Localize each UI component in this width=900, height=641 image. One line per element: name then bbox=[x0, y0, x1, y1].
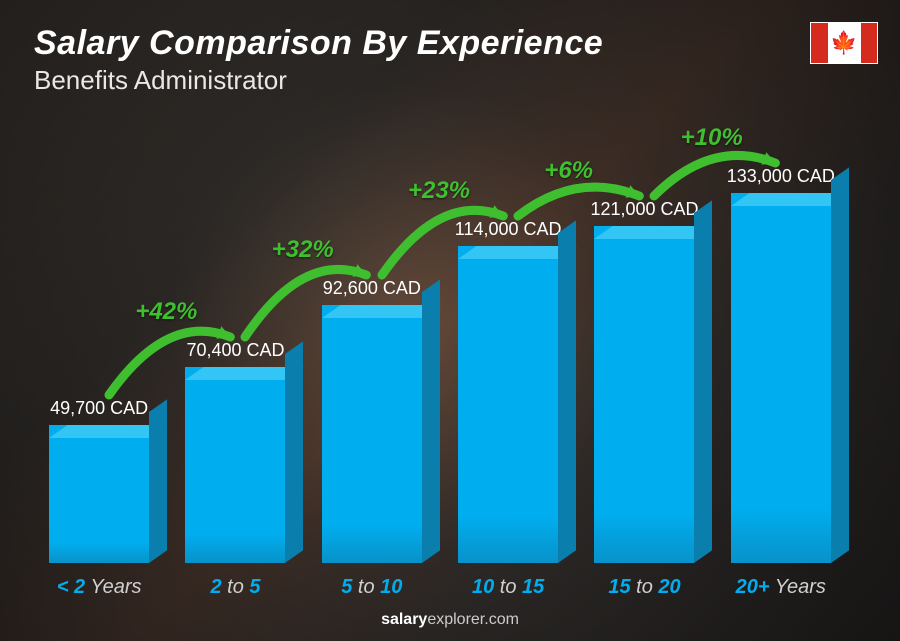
bar-group: 114,000 CAD bbox=[449, 219, 567, 563]
flag-band-left bbox=[811, 23, 828, 63]
bar-value-label: 49,700 CAD bbox=[50, 398, 148, 419]
bar-front bbox=[458, 246, 558, 563]
x-axis-label: 20+ Years bbox=[722, 576, 840, 599]
maple-leaf-icon: 🍁 bbox=[830, 32, 857, 54]
bar-side bbox=[831, 167, 849, 563]
footer-bold: salary bbox=[381, 611, 427, 628]
bar-value-label: 92,600 CAD bbox=[323, 278, 421, 299]
x-axis-labels: < 2 Years 2 to 5 5 to 10 10 to 15 15 to 20 20… bbox=[40, 576, 840, 599]
bar-value-label: 114,000 CAD bbox=[455, 219, 562, 240]
x-axis-label: 5 to 10 bbox=[313, 576, 431, 599]
bar-side bbox=[558, 220, 576, 563]
bar-group: 121,000 CAD bbox=[585, 199, 703, 563]
bar-value-label: 121,000 CAD bbox=[590, 199, 698, 220]
bar bbox=[594, 226, 694, 563]
bar bbox=[458, 246, 558, 563]
bar-front bbox=[731, 193, 831, 563]
bar bbox=[322, 305, 422, 563]
x-axis-label: 2 to 5 bbox=[176, 576, 294, 599]
x-axis-label: < 2 Years bbox=[40, 576, 158, 599]
bar-group: 92,600 CAD bbox=[313, 278, 431, 563]
bar-front bbox=[594, 226, 694, 563]
bar-side bbox=[694, 200, 712, 563]
chart-header: Salary Comparison By Experience Benefits… bbox=[34, 24, 820, 96]
bar-group: 49,700 CAD bbox=[40, 398, 158, 563]
bar-front bbox=[322, 305, 422, 563]
canada-flag-icon: 🍁 bbox=[810, 22, 878, 64]
footer-brand: salaryexplorer.com bbox=[0, 611, 900, 629]
x-axis-label: 15 to 20 bbox=[585, 576, 703, 599]
bar-group: 133,000 CAD bbox=[722, 166, 840, 563]
footer-rest: explorer.com bbox=[427, 611, 519, 628]
flag-center: 🍁 bbox=[828, 23, 861, 63]
x-axis-label: 10 to 15 bbox=[449, 576, 567, 599]
bar-side bbox=[149, 399, 167, 563]
chart-subtitle: Benefits Administrator bbox=[34, 65, 820, 96]
bar-side bbox=[422, 279, 440, 563]
bar bbox=[49, 425, 149, 563]
bar-value-label: 133,000 CAD bbox=[727, 166, 835, 187]
bar-front bbox=[185, 367, 285, 563]
chart-title: Salary Comparison By Experience bbox=[34, 24, 820, 63]
bar bbox=[731, 193, 831, 563]
bar-chart: 49,700 CAD 70,400 CAD 92,600 CAD 114,000 CA… bbox=[40, 123, 840, 563]
bar-front bbox=[49, 425, 149, 563]
flag-band-right bbox=[861, 23, 878, 63]
bar-group: 70,400 CAD bbox=[176, 340, 294, 563]
bar-value-label: 70,400 CAD bbox=[186, 340, 284, 361]
bar-side bbox=[285, 341, 303, 563]
bar bbox=[185, 367, 285, 563]
